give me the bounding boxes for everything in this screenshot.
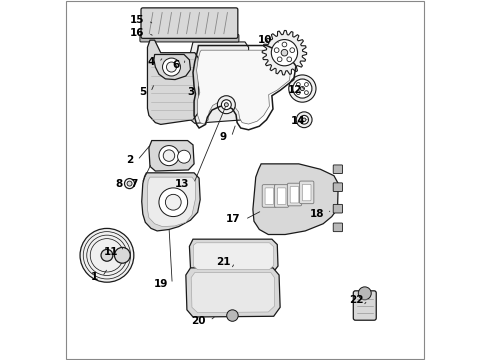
FancyBboxPatch shape <box>274 185 289 207</box>
Text: 11: 11 <box>104 247 119 257</box>
Circle shape <box>159 188 188 217</box>
Text: 17: 17 <box>226 215 241 224</box>
Text: 9: 9 <box>220 132 227 142</box>
Circle shape <box>177 150 191 163</box>
FancyBboxPatch shape <box>287 183 302 206</box>
Polygon shape <box>142 173 200 231</box>
Text: 8: 8 <box>116 179 123 189</box>
Circle shape <box>277 57 282 62</box>
Circle shape <box>296 82 300 86</box>
Polygon shape <box>154 54 191 80</box>
Text: 21: 21 <box>216 257 231 267</box>
Circle shape <box>304 91 308 95</box>
Circle shape <box>290 48 294 53</box>
FancyBboxPatch shape <box>302 184 311 201</box>
Circle shape <box>80 228 134 282</box>
Text: 22: 22 <box>349 295 364 305</box>
Text: 6: 6 <box>172 60 180 70</box>
Text: 19: 19 <box>153 279 168 289</box>
Polygon shape <box>190 42 249 123</box>
Text: 20: 20 <box>191 316 205 325</box>
Polygon shape <box>196 50 291 124</box>
Circle shape <box>227 310 238 321</box>
Text: 2: 2 <box>126 155 133 165</box>
Circle shape <box>218 96 235 114</box>
Circle shape <box>163 58 180 76</box>
Circle shape <box>205 69 234 98</box>
Circle shape <box>358 287 371 300</box>
Polygon shape <box>194 243 274 270</box>
Circle shape <box>166 194 181 210</box>
FancyBboxPatch shape <box>290 186 299 203</box>
Text: 16: 16 <box>129 28 144 38</box>
Polygon shape <box>149 140 194 171</box>
Text: 15: 15 <box>129 15 144 26</box>
Circle shape <box>159 145 179 166</box>
Circle shape <box>304 82 308 86</box>
FancyBboxPatch shape <box>299 181 314 204</box>
Circle shape <box>271 40 297 66</box>
Text: 12: 12 <box>288 85 302 95</box>
Circle shape <box>281 49 288 56</box>
Circle shape <box>296 112 312 128</box>
FancyBboxPatch shape <box>277 188 286 204</box>
Polygon shape <box>186 268 280 317</box>
Circle shape <box>163 150 175 161</box>
FancyBboxPatch shape <box>141 8 238 39</box>
FancyBboxPatch shape <box>333 165 343 174</box>
Text: 13: 13 <box>175 179 190 189</box>
Polygon shape <box>191 273 274 313</box>
Circle shape <box>127 181 132 186</box>
Polygon shape <box>190 239 278 273</box>
Circle shape <box>211 74 229 92</box>
Circle shape <box>300 116 309 124</box>
Circle shape <box>101 249 113 261</box>
Circle shape <box>115 247 130 263</box>
Circle shape <box>221 100 231 110</box>
Text: 3: 3 <box>187 87 194 97</box>
FancyBboxPatch shape <box>262 185 276 207</box>
FancyBboxPatch shape <box>265 188 274 204</box>
FancyBboxPatch shape <box>353 291 376 320</box>
Circle shape <box>274 48 279 53</box>
Circle shape <box>224 103 228 107</box>
Circle shape <box>293 79 312 98</box>
Text: 5: 5 <box>139 87 147 97</box>
Circle shape <box>300 86 304 91</box>
Polygon shape <box>147 40 199 125</box>
Circle shape <box>296 91 300 95</box>
Text: 4: 4 <box>147 57 155 67</box>
Text: 18: 18 <box>309 209 324 219</box>
Circle shape <box>302 118 306 121</box>
Polygon shape <box>262 31 307 75</box>
FancyBboxPatch shape <box>333 183 343 192</box>
Polygon shape <box>147 177 196 226</box>
Text: 7: 7 <box>130 179 137 189</box>
FancyBboxPatch shape <box>140 35 239 42</box>
Circle shape <box>282 42 287 47</box>
Polygon shape <box>253 164 338 234</box>
Text: 1: 1 <box>91 272 98 282</box>
FancyBboxPatch shape <box>333 223 343 231</box>
FancyBboxPatch shape <box>333 204 343 213</box>
Circle shape <box>289 75 316 102</box>
Text: 14: 14 <box>291 116 305 126</box>
Circle shape <box>167 62 176 72</box>
Circle shape <box>287 57 292 62</box>
Text: 10: 10 <box>257 35 272 45</box>
Circle shape <box>124 179 135 189</box>
